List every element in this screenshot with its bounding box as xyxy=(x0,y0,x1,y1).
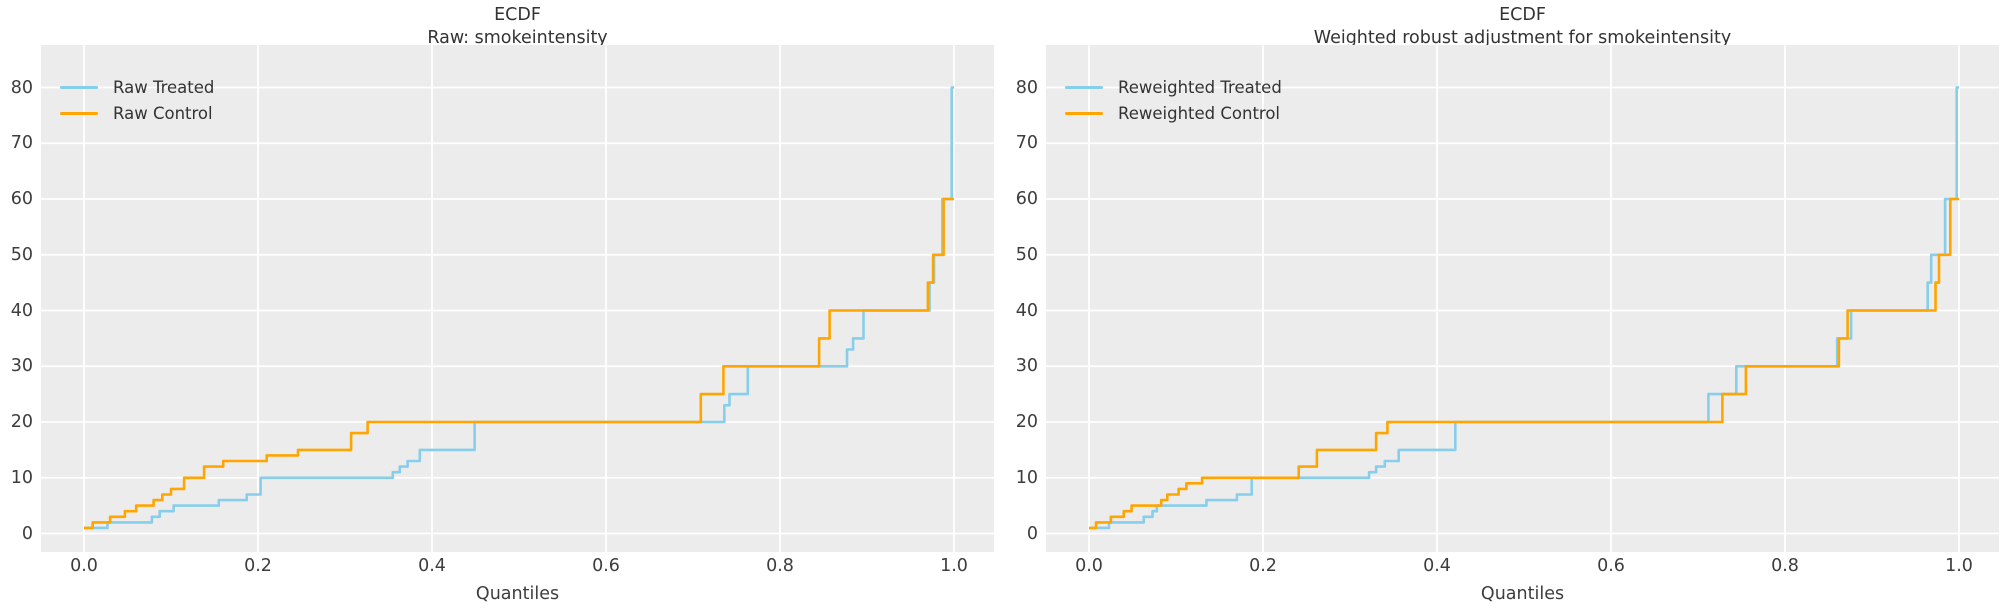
y-tick-label: 60 xyxy=(10,189,33,209)
y-tick-label: 40 xyxy=(1015,300,1038,321)
plot-raw: ECDF Raw: smokeintensity Raw Treated Raw… xyxy=(0,0,1005,611)
y-tick-label: 0 xyxy=(1026,523,1038,544)
legend-item-treated: Reweighted Treated xyxy=(1065,74,1282,100)
chart-title: ECDF xyxy=(494,5,541,25)
y-tick-label: 30 xyxy=(10,356,33,377)
axes-area xyxy=(41,45,994,552)
x-tick-label: 0.2 xyxy=(1249,556,1277,576)
legend-swatch-treated-line xyxy=(60,85,98,89)
x-tick-label: 0.6 xyxy=(592,556,620,576)
x-tick-label: 0.4 xyxy=(1423,556,1451,576)
x-tick-label: 0.4 xyxy=(418,556,446,576)
x-axis-label: Quantiles xyxy=(1480,584,1565,604)
chart-subtitle: Weighted robust adjustment for smokeinte… xyxy=(1313,28,1732,48)
y-tick-label: 50 xyxy=(10,244,33,265)
x-tick-label: 0.0 xyxy=(1075,556,1103,576)
axes-area xyxy=(1046,45,1999,552)
legend: Raw Treated Raw Control xyxy=(60,74,214,126)
y-tick-label: 10 xyxy=(10,467,33,488)
legend-swatch-control-line xyxy=(1065,111,1103,115)
chart-title-block: ECDF Weighted robust adjustment for smok… xyxy=(1046,4,1999,50)
legend-swatch-treated-line xyxy=(1065,85,1103,89)
legend-label: Raw Treated xyxy=(113,77,215,97)
chart-title-block: ECDF Raw: smokeintensity xyxy=(41,4,994,50)
x-tick-label: 0.2 xyxy=(244,556,272,576)
y-tick-label: 50 xyxy=(1015,244,1038,265)
legend: Reweighted Treated Reweighted Control xyxy=(1065,74,1282,126)
legend-item-control: Reweighted Control xyxy=(1065,100,1282,126)
series-line-reweighted-control xyxy=(1089,197,1959,530)
legend-label: Reweighted Control xyxy=(1118,103,1281,123)
y-tick-label: 80 xyxy=(1015,77,1038,98)
x-tick-label: 0.8 xyxy=(766,556,794,576)
y-tick-label: 0 xyxy=(21,523,33,544)
x-tick-label: 0.0 xyxy=(70,556,98,576)
x-tick-label: 1.0 xyxy=(940,556,968,576)
y-tick-label: 40 xyxy=(10,300,33,321)
series-line-raw-control xyxy=(84,197,954,530)
y-tick-label: 20 xyxy=(10,412,33,432)
x-tick-label: 1.0 xyxy=(1945,556,1973,576)
x-tick-label: 0.8 xyxy=(1771,556,1799,576)
series-line-reweighted-treated xyxy=(1089,86,1959,530)
y-tick-label: 80 xyxy=(10,77,33,98)
legend-item-control: Raw Control xyxy=(60,100,214,126)
x-axis-label: Quantiles xyxy=(475,584,560,604)
y-tick-label: 60 xyxy=(1015,189,1038,209)
chart-title: ECDF xyxy=(1499,5,1546,25)
y-tick-label: 70 xyxy=(10,133,33,154)
legend-label: Raw Control xyxy=(113,103,213,123)
plot-weighted: ECDF Weighted robust adjustment for smok… xyxy=(1005,0,2010,611)
legend-swatch-control-line xyxy=(60,111,98,115)
y-tick-label: 30 xyxy=(1015,356,1038,377)
legend-item-treated: Raw Treated xyxy=(60,74,214,100)
y-tick-label: 10 xyxy=(1015,467,1038,488)
x-tick-label: 0.6 xyxy=(1597,556,1625,576)
chart-subtitle: Raw: smokeintensity xyxy=(427,28,608,48)
y-tick-label: 70 xyxy=(1015,133,1038,154)
series-line-raw-treated xyxy=(84,86,954,530)
y-tick-label: 20 xyxy=(1015,412,1038,432)
chart-canvas xyxy=(41,45,994,552)
chart-canvas xyxy=(1046,45,1999,552)
legend-label: Reweighted Treated xyxy=(1118,77,1282,97)
